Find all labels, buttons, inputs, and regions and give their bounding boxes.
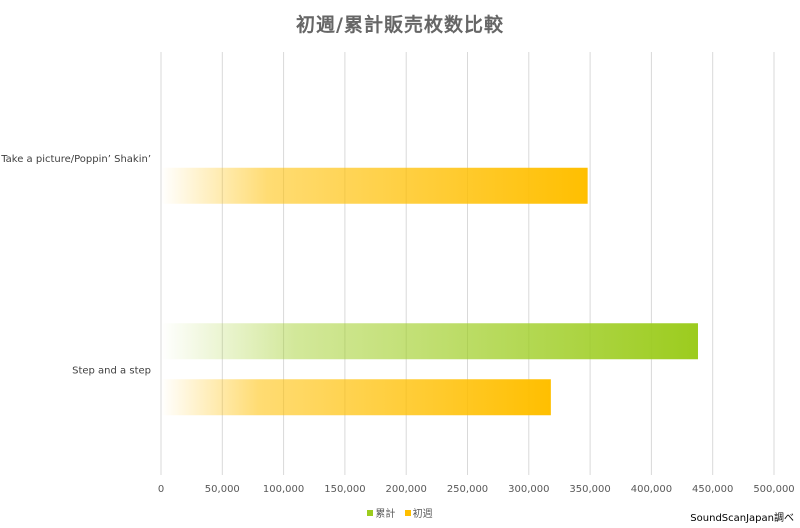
x-tick-label: 350,000 — [569, 484, 610, 495]
legend-swatch-first-week — [404, 509, 411, 516]
bars — [161, 167, 698, 416]
x-tick-label: 400,000 — [631, 484, 672, 495]
x-tick-label: 0 — [158, 484, 164, 495]
legend-swatch-cumulative — [367, 509, 374, 516]
bar-first-week — [161, 379, 551, 416]
category-labels: Take a picture/Poppin’ Shakin’ Step and a… — [0, 154, 151, 377]
x-tick-label: 150,000 — [324, 484, 365, 495]
chart-title: 初週/累計販売枚数比較 — [296, 14, 504, 36]
bar-first-week — [161, 167, 588, 204]
category-label: Step and a step — [72, 365, 151, 376]
x-tick-label: 100,000 — [263, 484, 304, 495]
x-tick-label: 450,000 — [692, 484, 733, 495]
x-tick-label: 250,000 — [447, 484, 488, 495]
x-tick-label: 50,000 — [205, 484, 240, 495]
legend: 累計 初週 — [0, 505, 800, 520]
legend-item-cumulative: 累計 — [367, 505, 395, 520]
legend-label-first-week: 初週 — [412, 509, 433, 520]
legend-label-cumulative: 累計 — [375, 509, 396, 520]
category-label: Take a picture/Poppin’ Shakin’ — [0, 154, 151, 165]
bar-cumulative — [161, 323, 698, 360]
x-tick-label: 300,000 — [508, 484, 549, 495]
legend-item-first-week: 初週 — [404, 505, 433, 520]
x-tick-label: 200,000 — [386, 484, 427, 495]
source-credit: SoundScanJapan調べ — [690, 513, 794, 524]
x-tick-label: 500,000 — [753, 484, 794, 495]
x-axis-ticks: 0 50,000 100,000 150,000 200,000 250,000 300,0… — [158, 484, 795, 495]
